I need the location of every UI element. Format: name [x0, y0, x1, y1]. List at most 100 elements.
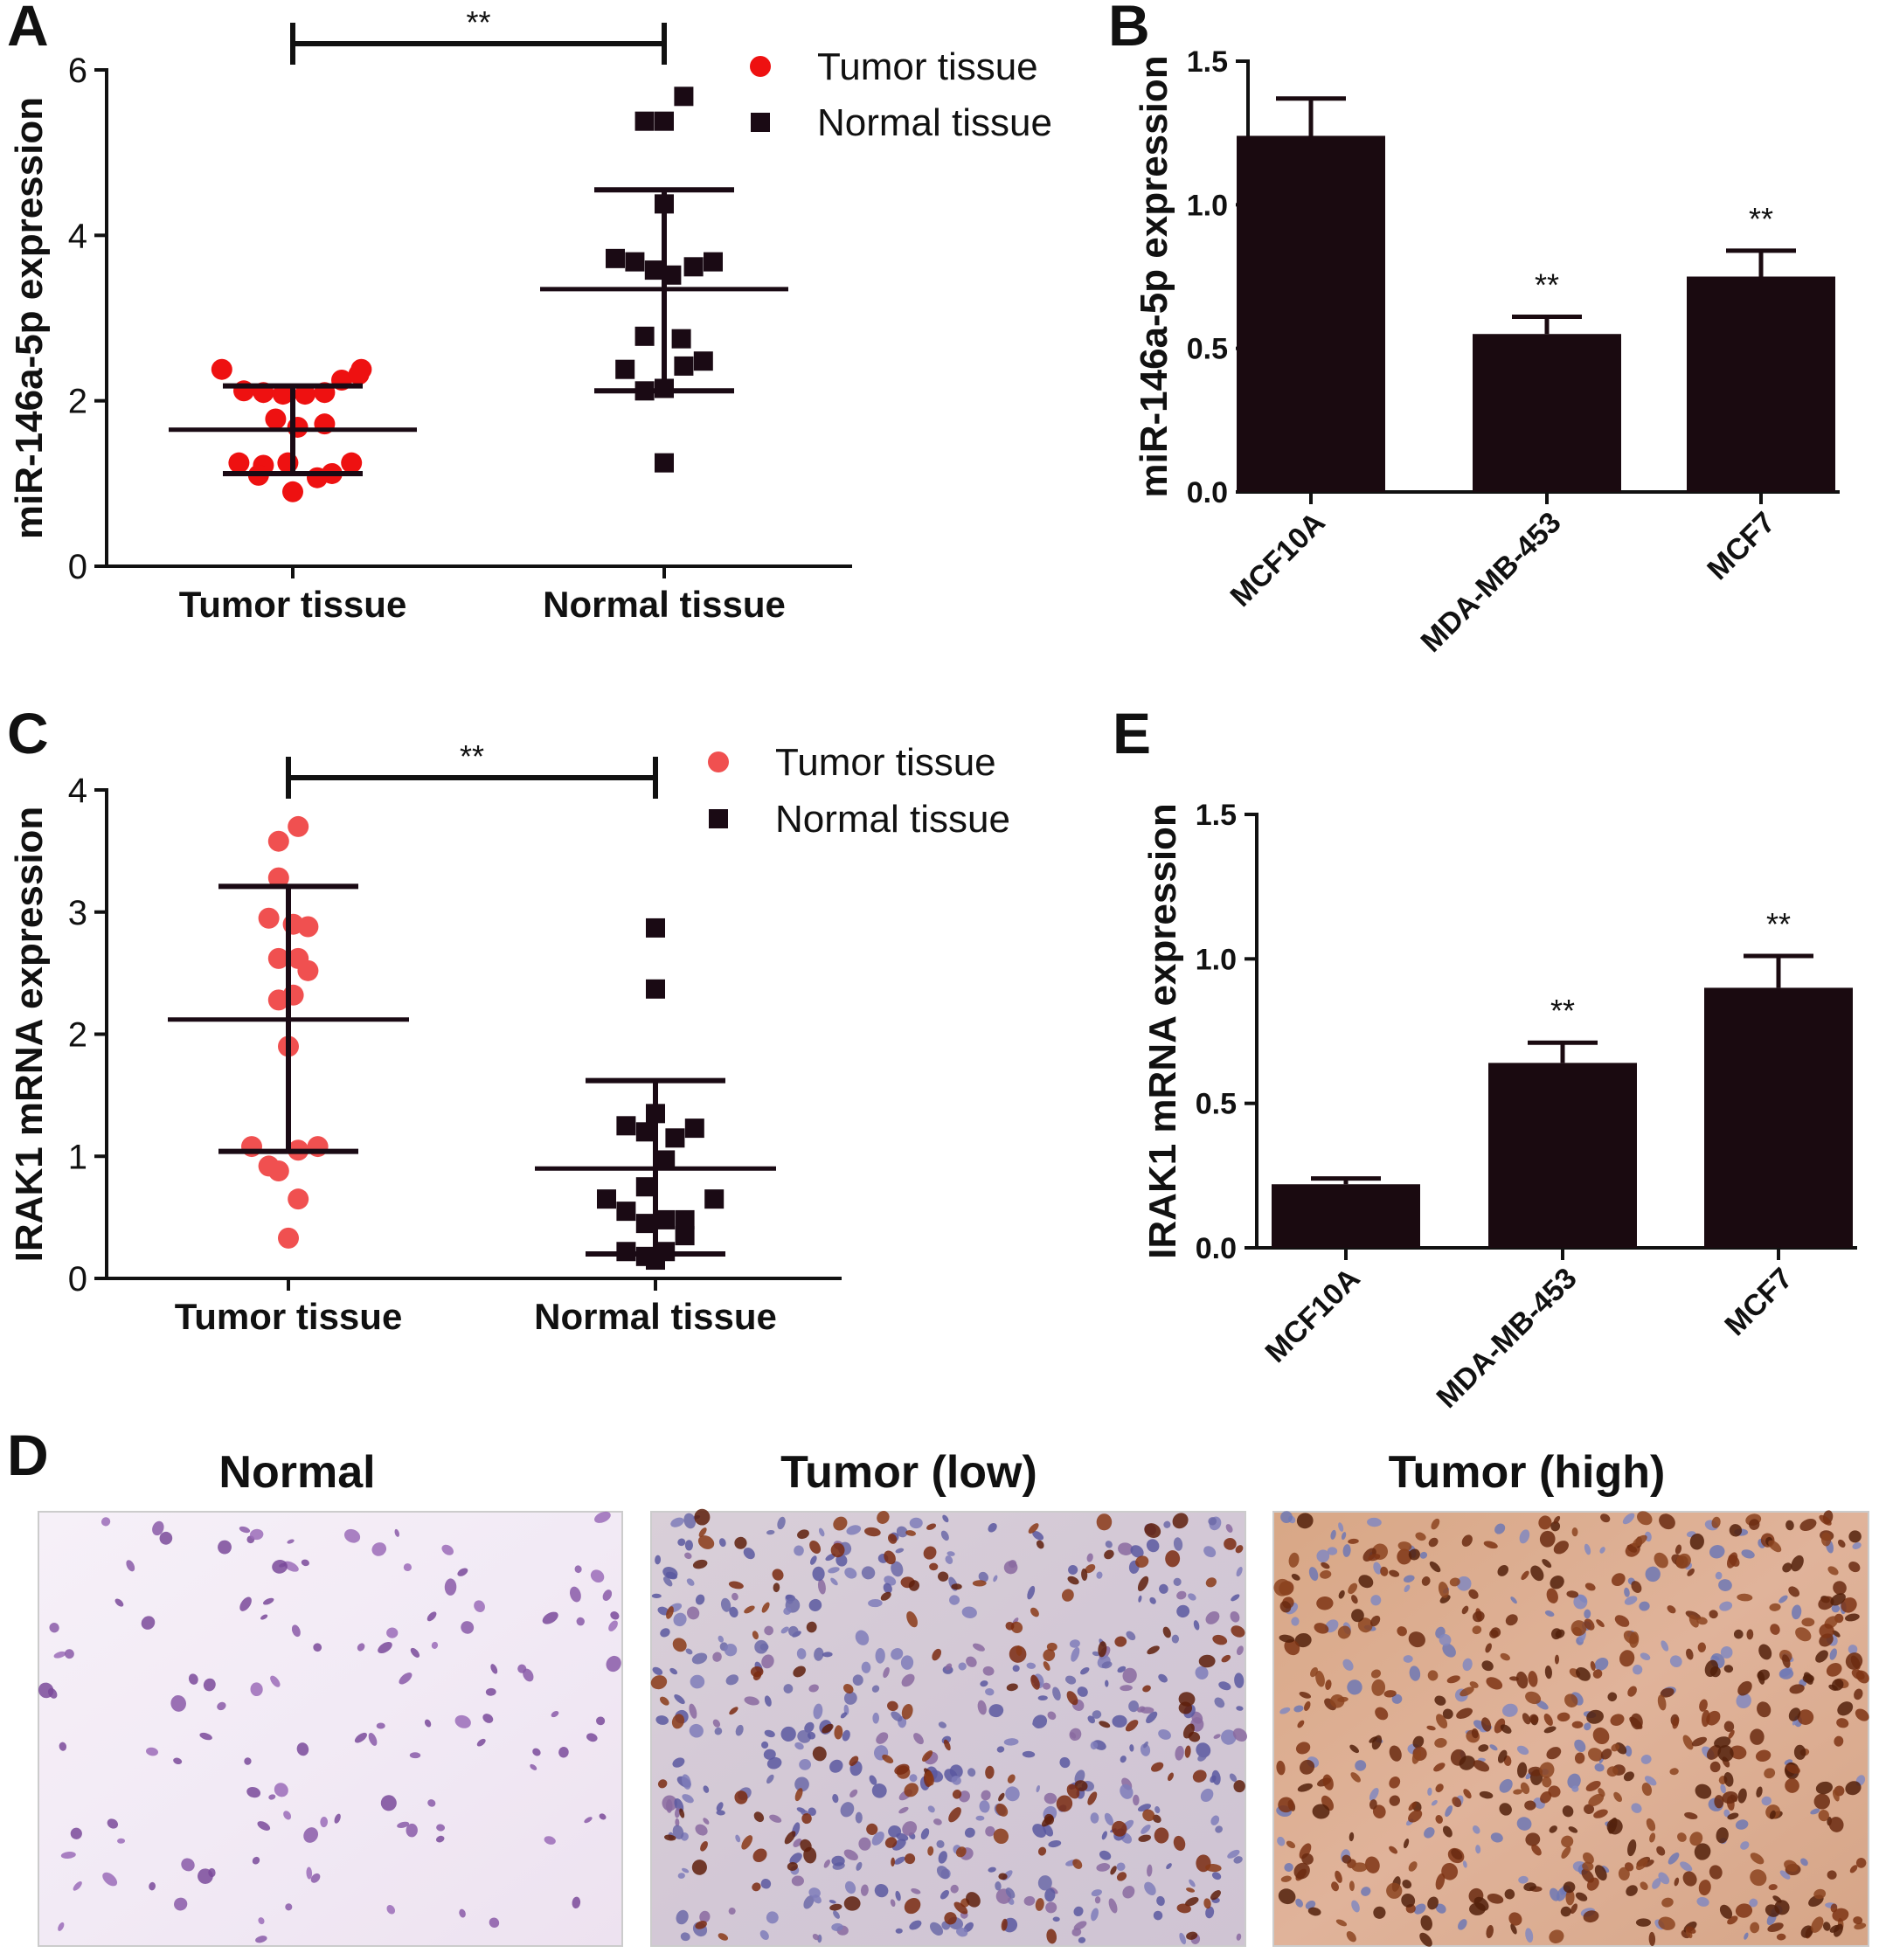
- cell-nucleus: [1487, 1893, 1504, 1904]
- cell-nucleus: [1695, 1783, 1712, 1799]
- cell-nucleus: [949, 1595, 960, 1605]
- cell-nucleus: [1501, 1703, 1518, 1717]
- cell-nucleus: [596, 1716, 606, 1726]
- cell-nucleus: [793, 1666, 806, 1678]
- cell-nucleus: [1510, 1596, 1517, 1604]
- cell-nucleus: [1575, 1892, 1588, 1901]
- cell-nucleus: [1845, 1781, 1862, 1796]
- cell-nucleus: [895, 1548, 905, 1554]
- cell-nucleus: [1101, 1661, 1113, 1669]
- cell-nucleus: [1435, 1903, 1446, 1914]
- cell-nucleus: [1112, 1820, 1127, 1837]
- data-point-normal: [674, 87, 694, 107]
- cell-nucleus: [1138, 1595, 1142, 1603]
- data-point-tumor: [282, 481, 303, 502]
- cell-nucleus: [1327, 1547, 1338, 1555]
- cell-nucleus: [114, 1598, 124, 1607]
- cell-nucleus: [807, 1731, 816, 1740]
- cell-nucleus: [1538, 1515, 1552, 1530]
- cell-nucleus: [1785, 1778, 1799, 1793]
- cell-nucleus: [876, 1732, 889, 1744]
- cell-nucleus: [152, 1520, 164, 1536]
- cell-nucleus: [270, 1675, 281, 1687]
- cell-nucleus: [1316, 1549, 1330, 1563]
- cell-nucleus: [1553, 1541, 1569, 1555]
- cell-nucleus: [1462, 1658, 1473, 1672]
- cell-nucleus: [272, 1559, 288, 1574]
- cell-nucleus: [1389, 1795, 1400, 1806]
- cell-nucleus: [1546, 1588, 1558, 1603]
- cell-nucleus: [572, 1896, 581, 1909]
- cell-nucleus: [1827, 1870, 1837, 1880]
- cell-nucleus: [666, 1606, 674, 1619]
- cell-nucleus: [1774, 1900, 1790, 1915]
- cell-nucleus: [1659, 1513, 1675, 1530]
- cell-nucleus: [1364, 1856, 1380, 1873]
- cell-nucleus: [1800, 1925, 1813, 1938]
- cell-nucleus: [1826, 1663, 1842, 1677]
- cell-nucleus: [1635, 1918, 1652, 1927]
- cell-nucleus: [1016, 1645, 1023, 1656]
- cell-nucleus: [1408, 1802, 1417, 1811]
- cell-nucleus: [60, 1851, 76, 1860]
- cell-nucleus: [1689, 1832, 1703, 1846]
- cell-nucleus: [1419, 1551, 1428, 1559]
- data-point-normal: [615, 359, 635, 379]
- cell-nucleus: [1294, 1632, 1312, 1648]
- cell-nucleus: [1820, 1532, 1832, 1547]
- cell-nucleus: [1516, 1817, 1532, 1831]
- cell-nucleus: [1568, 1826, 1578, 1833]
- cell-nucleus: [1696, 1617, 1708, 1625]
- cell-nucleus: [812, 1566, 825, 1582]
- cell-nucleus: [833, 1910, 841, 1919]
- cell-nucleus: [1236, 1645, 1244, 1656]
- cell-nucleus: [929, 1562, 939, 1571]
- cell-nucleus: [1072, 1859, 1083, 1869]
- legend-label: Tumor tissue: [817, 45, 1038, 88]
- cell-nucleus: [1210, 1890, 1221, 1901]
- cell-nucleus: [1351, 1609, 1364, 1623]
- cell-nucleus: [1750, 1922, 1760, 1934]
- cell-nucleus: [1098, 1641, 1107, 1658]
- cell-nucleus: [1768, 1884, 1778, 1891]
- cell-nucleus: [1094, 1896, 1101, 1904]
- cell-nucleus: [773, 1583, 780, 1593]
- ihc-image-tumor-high: [1272, 1510, 1869, 1947]
- cell-nucleus: [141, 1616, 156, 1630]
- y-tick-label: 1: [68, 1138, 87, 1176]
- cell-nucleus: [884, 1550, 896, 1565]
- cell-nucleus: [610, 1611, 620, 1620]
- cell-nucleus: [1200, 1788, 1214, 1803]
- cell-nucleus: [780, 1726, 796, 1742]
- cell-nucleus: [1006, 1683, 1018, 1692]
- cell-nucleus: [752, 1848, 767, 1863]
- cell-nucleus: [1624, 1587, 1630, 1597]
- cell-nucleus: [766, 1911, 779, 1924]
- cell-nucleus: [933, 1818, 942, 1825]
- cell-nucleus: [1750, 1869, 1767, 1887]
- cell-nucleus: [1508, 1912, 1522, 1926]
- cell-nucleus: [1316, 1596, 1334, 1610]
- cell-nucleus: [1852, 1542, 1862, 1549]
- cell-nucleus: [868, 1599, 883, 1608]
- cell-nucleus: [1368, 1554, 1381, 1562]
- cell-nucleus: [1192, 1770, 1207, 1783]
- cell-nucleus: [1108, 1898, 1118, 1914]
- cell-nucleus: [695, 1824, 708, 1836]
- cell-nucleus: [1023, 1895, 1036, 1906]
- cell-nucleus: [1361, 1887, 1371, 1896]
- cell-nucleus: [1674, 1544, 1682, 1555]
- cell-nucleus: [1815, 1781, 1833, 1795]
- cell-nucleus: [354, 1732, 367, 1743]
- cell-nucleus: [1571, 1721, 1584, 1728]
- cell-nucleus: [930, 1922, 944, 1936]
- cell-nucleus: [772, 1569, 784, 1581]
- cell-nucleus: [1614, 1615, 1630, 1627]
- cell-nucleus: [686, 1578, 695, 1586]
- ihc-image-normal: [38, 1511, 623, 1947]
- cell-nucleus: [672, 1638, 687, 1652]
- cell-nucleus: [761, 1654, 774, 1669]
- y-tick-label: 1.5: [1187, 45, 1228, 79]
- cell-nucleus: [1154, 1805, 1161, 1814]
- cell-nucleus: [357, 1643, 365, 1652]
